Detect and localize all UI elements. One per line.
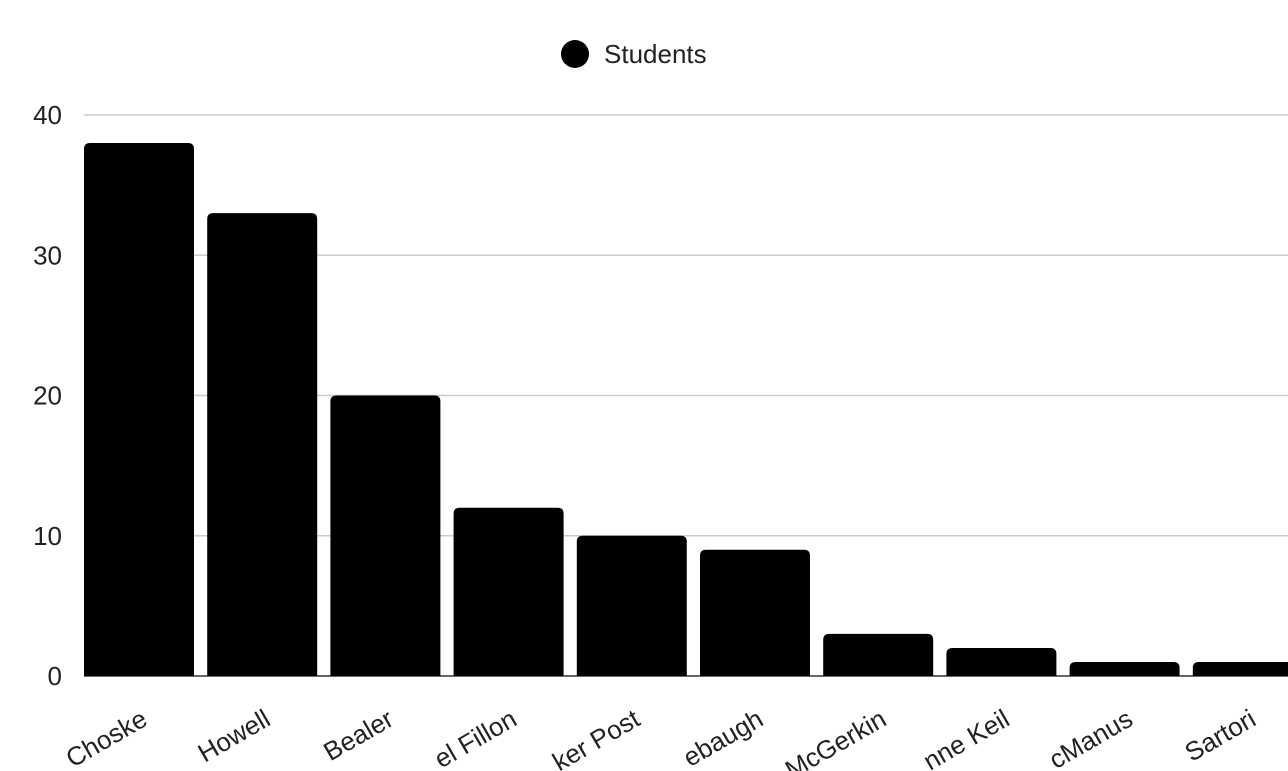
bar-5 — [700, 549, 810, 676]
bar-4 — [576, 535, 687, 676]
y-tick-label: 40 — [33, 100, 62, 130]
x-category-label: Choske — [61, 703, 152, 771]
bar-3 — [453, 507, 564, 676]
legend-swatch-students — [561, 40, 589, 68]
x-category-label: McGerkin — [780, 703, 891, 771]
x-category-label: nne Keil — [918, 703, 1014, 771]
bar-8 — [1069, 661, 1180, 676]
bar-1 — [207, 213, 318, 677]
bar-6 — [823, 633, 934, 676]
x-category-label: Bealer — [318, 703, 398, 767]
bar-7 — [946, 647, 1057, 676]
y-tick-label: 20 — [33, 381, 62, 411]
y-tick-label: 30 — [33, 240, 62, 270]
x-category-label: cManus — [1044, 703, 1138, 771]
legend-label-students: Students — [604, 39, 707, 69]
x-axis-labels: Choske Howell Bealer el Fillon ker Post ebaug… — [61, 703, 1261, 771]
y-tick-label: 0 — [48, 661, 62, 691]
y-axis-ticks: 0 10 20 30 40 — [33, 100, 62, 691]
y-tick-label: 10 — [33, 521, 62, 551]
x-category-label: ebaugh — [678, 703, 768, 771]
bar-0 — [84, 143, 194, 677]
x-category-label: Sartori — [1179, 703, 1260, 767]
bars — [84, 143, 1288, 677]
x-category-label: el Fillon — [429, 703, 522, 771]
x-category-label: ker Post — [547, 703, 645, 771]
bar-2 — [330, 395, 441, 676]
x-category-label: Howell — [193, 703, 276, 768]
bar-9 — [1192, 661, 1288, 676]
legend: Students — [561, 39, 707, 69]
